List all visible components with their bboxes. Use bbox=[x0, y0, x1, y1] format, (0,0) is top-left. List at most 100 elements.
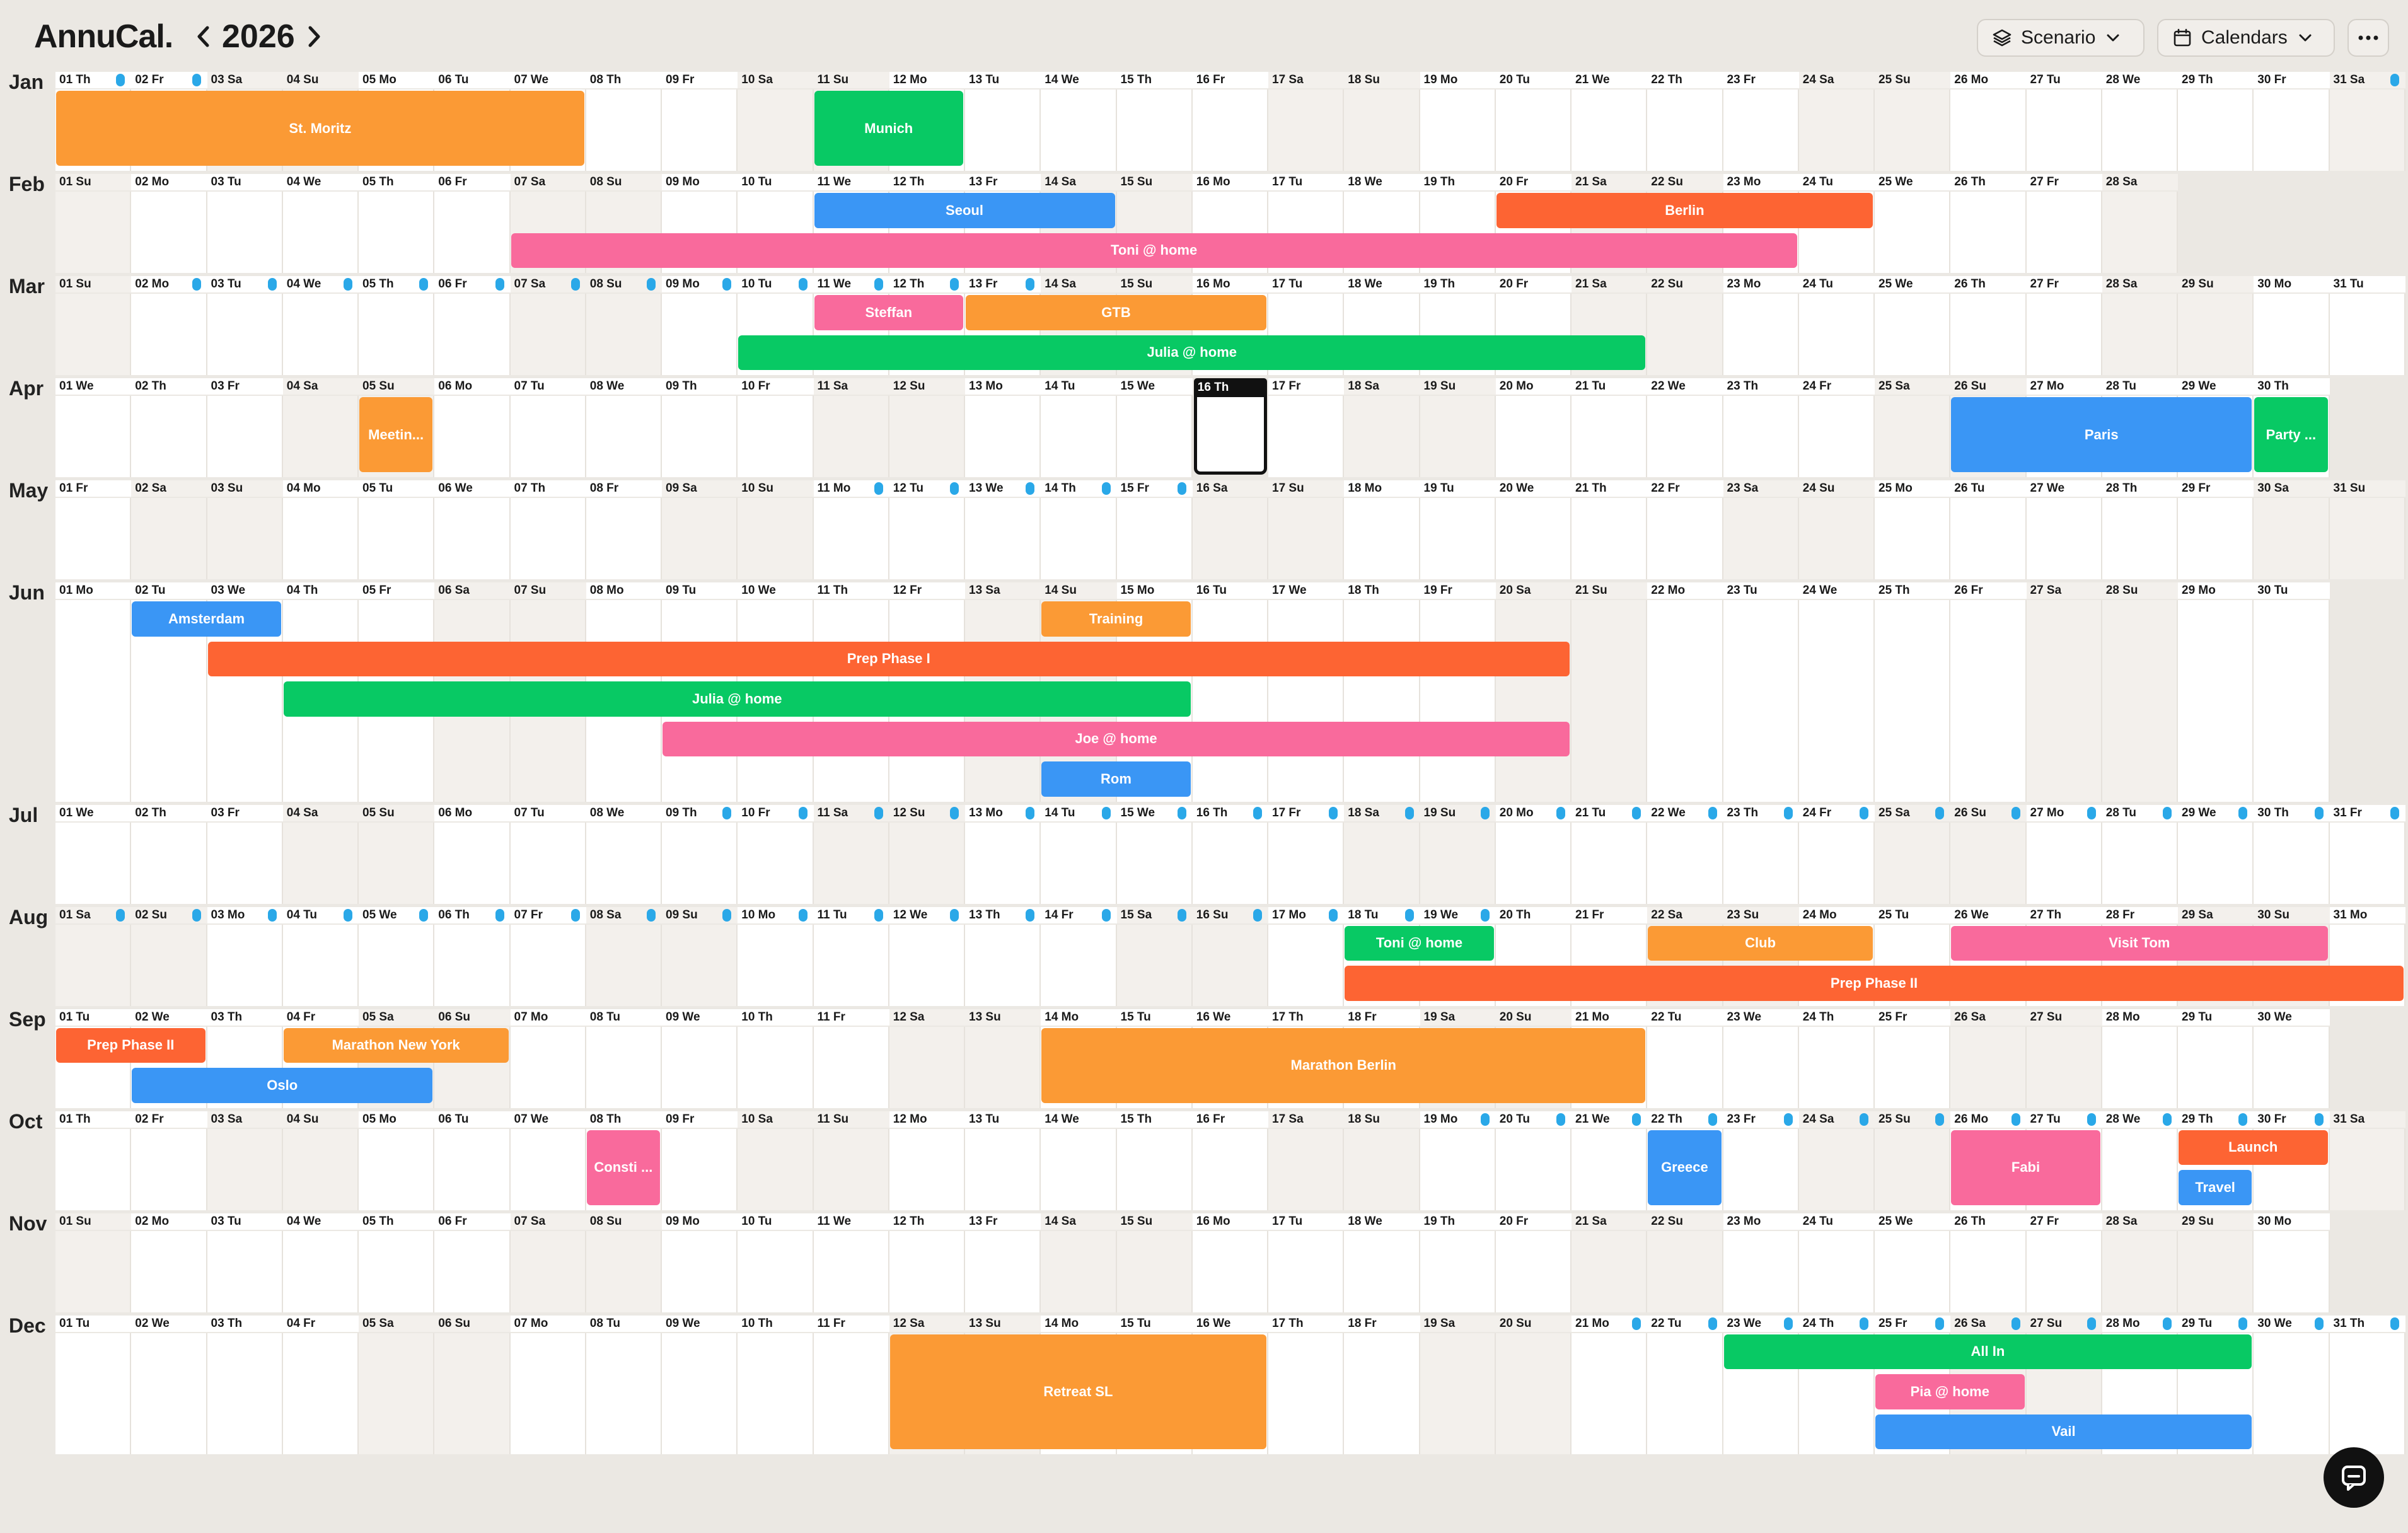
day-cell[interactable] bbox=[55, 1333, 132, 1454]
day-cell[interactable] bbox=[813, 924, 889, 1006]
day-cell[interactable] bbox=[662, 498, 738, 579]
day-cell[interactable] bbox=[1875, 600, 1951, 802]
day-cell[interactable] bbox=[738, 924, 814, 1006]
day-cell[interactable] bbox=[1798, 1128, 1875, 1210]
day-cell[interactable] bbox=[1420, 600, 1496, 802]
day-cell[interactable] bbox=[965, 1026, 1041, 1108]
day-cell[interactable] bbox=[2102, 498, 2178, 579]
day-cell[interactable] bbox=[2026, 1026, 2102, 1108]
day-cell[interactable] bbox=[1495, 1230, 1572, 1312]
day-cell[interactable] bbox=[131, 396, 207, 477]
day-cell[interactable] bbox=[1950, 600, 2027, 802]
day-cell[interactable] bbox=[359, 294, 435, 375]
day-cell[interactable] bbox=[889, 822, 965, 904]
event-bar[interactable]: Oslo bbox=[132, 1068, 433, 1103]
day-cell[interactable] bbox=[207, 294, 283, 375]
day-cell[interactable] bbox=[1572, 1333, 1648, 1454]
day-cell[interactable] bbox=[1950, 1230, 2027, 1312]
day-cell[interactable] bbox=[2102, 192, 2178, 273]
day-cell[interactable] bbox=[207, 396, 283, 477]
event-bar[interactable]: Greece bbox=[1648, 1130, 1722, 1205]
day-cell[interactable] bbox=[662, 1026, 738, 1108]
day-cell[interactable] bbox=[131, 192, 207, 273]
day-cell[interactable] bbox=[1041, 396, 1117, 477]
day-cell[interactable] bbox=[2254, 294, 2330, 375]
day-cell[interactable] bbox=[55, 294, 132, 375]
event-bar[interactable]: Amsterdam bbox=[132, 601, 281, 637]
day-cell[interactable] bbox=[662, 1230, 738, 1312]
day-cell[interactable] bbox=[55, 822, 132, 904]
event-bar[interactable]: Julia @ home bbox=[738, 335, 1646, 370]
day-cell[interactable] bbox=[1798, 822, 1875, 904]
day-cell[interactable] bbox=[55, 1230, 132, 1312]
day-cell[interactable] bbox=[1723, 498, 1799, 579]
day-cell[interactable] bbox=[434, 498, 511, 579]
day-cell[interactable] bbox=[1192, 1128, 1268, 1210]
day-cell[interactable] bbox=[1875, 396, 1951, 477]
day-cell[interactable] bbox=[586, 1230, 662, 1312]
day-cell[interactable] bbox=[1647, 90, 1723, 171]
event-bar[interactable]: Steffan bbox=[814, 295, 963, 330]
event-bar[interactable]: Seoul bbox=[814, 193, 1115, 228]
day-cell[interactable] bbox=[2102, 1026, 2178, 1108]
event-bar[interactable]: Berlin bbox=[1496, 193, 1873, 228]
day-cell[interactable] bbox=[1192, 924, 1268, 1006]
day-cell[interactable] bbox=[282, 1128, 359, 1210]
day-cell[interactable] bbox=[1875, 1230, 1951, 1312]
day-cell[interactable] bbox=[359, 1333, 435, 1454]
day-cell[interactable] bbox=[1495, 90, 1572, 171]
calendars-button[interactable]: Calendars bbox=[2157, 19, 2335, 57]
day-cell[interactable] bbox=[889, 1026, 965, 1108]
day-cell[interactable] bbox=[434, 822, 511, 904]
day-cell[interactable] bbox=[2329, 822, 2405, 904]
day-cell[interactable] bbox=[1798, 600, 1875, 802]
day-cell[interactable] bbox=[965, 498, 1041, 579]
day-cell[interactable] bbox=[1495, 498, 1572, 579]
day-cell[interactable] bbox=[359, 924, 435, 1006]
day-cell[interactable] bbox=[1420, 1230, 1496, 1312]
day-cell[interactable] bbox=[813, 1333, 889, 1454]
day-cell[interactable] bbox=[207, 1230, 283, 1312]
day-cell[interactable] bbox=[1950, 294, 2027, 375]
chat-button[interactable] bbox=[2324, 1447, 2384, 1508]
day-cell[interactable] bbox=[1798, 498, 1875, 579]
day-cell[interactable] bbox=[2026, 822, 2102, 904]
day-cell[interactable] bbox=[434, 396, 511, 477]
day-cell[interactable] bbox=[586, 1026, 662, 1108]
day-cell[interactable] bbox=[2178, 822, 2254, 904]
day-cell[interactable] bbox=[1875, 1128, 1951, 1210]
day-cell[interactable] bbox=[965, 1230, 1041, 1312]
event-bar[interactable]: GTB bbox=[966, 295, 1266, 330]
day-cell[interactable] bbox=[813, 1128, 889, 1210]
day-cell[interactable] bbox=[1420, 1333, 1496, 1454]
day-cell[interactable] bbox=[359, 498, 435, 579]
event-bar[interactable]: Party ... bbox=[2254, 397, 2328, 472]
day-cell[interactable] bbox=[510, 294, 586, 375]
day-cell[interactable] bbox=[55, 600, 132, 802]
event-bar[interactable]: Joe @ home bbox=[663, 721, 1570, 756]
day-cell[interactable] bbox=[282, 924, 359, 1006]
day-cell[interactable] bbox=[207, 192, 283, 273]
prev-year-button[interactable] bbox=[192, 18, 215, 55]
day-cell[interactable] bbox=[2026, 1230, 2102, 1312]
day-cell[interactable] bbox=[55, 192, 132, 273]
day-cell[interactable] bbox=[434, 1333, 511, 1454]
day-cell[interactable] bbox=[813, 1230, 889, 1312]
day-cell[interactable] bbox=[2254, 600, 2330, 802]
day-cell[interactable] bbox=[2026, 498, 2102, 579]
day-cell[interactable] bbox=[1495, 822, 1572, 904]
day-cell[interactable] bbox=[55, 396, 132, 477]
day-cell[interactable] bbox=[1647, 822, 1723, 904]
day-cell[interactable] bbox=[586, 924, 662, 1006]
day-cell[interactable] bbox=[1647, 1026, 1723, 1108]
event-bar[interactable]: St. Moritz bbox=[56, 91, 584, 166]
day-cell[interactable] bbox=[1420, 90, 1496, 171]
day-cell[interactable] bbox=[586, 90, 662, 171]
day-cell[interactable] bbox=[510, 1026, 586, 1108]
day-cell[interactable] bbox=[1192, 600, 1268, 802]
day-cell[interactable] bbox=[282, 192, 359, 273]
day-cell[interactable] bbox=[207, 924, 283, 1006]
day-cell[interactable] bbox=[2329, 1333, 2405, 1454]
event-bar[interactable]: Toni @ home bbox=[1345, 925, 1494, 961]
day-cell[interactable] bbox=[2102, 90, 2178, 171]
